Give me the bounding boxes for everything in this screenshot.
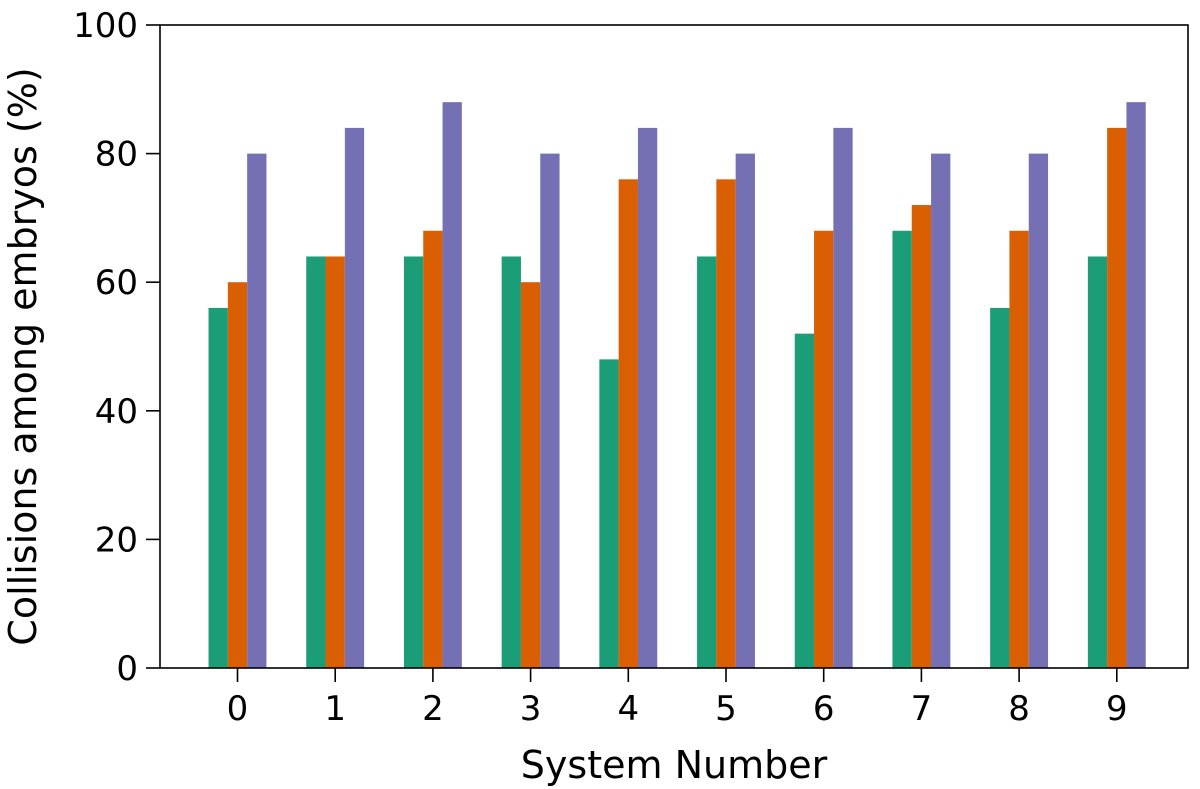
bar-series-2-system-5 — [735, 153, 755, 669]
bar-series-2-system-9 — [1126, 102, 1146, 668]
bar-series-0-system-6 — [794, 333, 815, 668]
x-tick-label: 5 — [715, 689, 737, 729]
bar-series-1-system-2 — [423, 230, 443, 668]
bar-series-1-system-4 — [618, 179, 638, 668]
y-tick-label: 100 — [73, 6, 138, 46]
x-tick-label: 9 — [1106, 689, 1128, 729]
bar-series-2-system-0 — [247, 153, 267, 669]
x-tick-label: 1 — [324, 689, 346, 729]
x-tick-label: 0 — [227, 689, 249, 729]
bar-series-1-system-9 — [1107, 127, 1127, 668]
y-axis-title: Collisions among embryos (%) — [1, 67, 45, 645]
y-tick-label: 80 — [95, 135, 138, 175]
bar-series-1-system-0 — [227, 282, 248, 668]
bar-series-2-system-6 — [833, 127, 853, 668]
bars-group — [208, 102, 1146, 669]
x-tick-label: 3 — [520, 689, 542, 729]
x-tick-label: 6 — [813, 689, 835, 729]
bar-series-0-system-9 — [1087, 256, 1108, 668]
bar-series-2-system-8 — [1028, 153, 1049, 669]
bar-series-0-system-5 — [697, 256, 717, 668]
bar-series-1-system-1 — [325, 256, 345, 668]
x-tick-label: 7 — [911, 689, 933, 729]
x-axis-title: System Number — [521, 743, 828, 787]
bar-series-2-system-2 — [442, 102, 462, 668]
bar-series-0-system-8 — [990, 307, 1010, 668]
x-tick-label: 2 — [422, 689, 444, 729]
bar-series-2-system-1 — [344, 127, 365, 668]
x-tick-label: 8 — [1008, 689, 1030, 729]
bar-series-2-system-7 — [931, 153, 951, 669]
bar-series-1-system-3 — [520, 282, 541, 668]
y-tick-label: 60 — [95, 263, 138, 303]
bar-series-0-system-7 — [892, 230, 912, 668]
bar-series-0-system-4 — [599, 359, 619, 668]
y-tick-label: 0 — [116, 649, 138, 689]
bar-series-0-system-2 — [403, 256, 424, 668]
bar-series-1-system-8 — [1009, 230, 1029, 668]
bar-series-1-system-6 — [814, 230, 834, 668]
bar-series-1-system-5 — [716, 179, 736, 668]
bar-series-0-system-1 — [306, 256, 326, 668]
bar-series-2-system-3 — [540, 153, 560, 669]
plot-frame — [159, 24, 1189, 669]
y-axis-ticks: 0 20 40 60 80 100 — [73, 6, 160, 689]
y-tick-label: 40 — [95, 392, 138, 432]
x-tick-label: 4 — [617, 689, 639, 729]
bar-series-0-system-3 — [501, 256, 521, 668]
y-tick-label: 20 — [95, 520, 138, 560]
bar-series-1-system-7 — [911, 205, 932, 669]
x-axis-ticks: 0 1 2 3 4 5 6 7 8 9 — [227, 668, 1128, 729]
bar-series-0-system-0 — [208, 307, 228, 668]
bar-series-2-system-4 — [637, 127, 658, 668]
